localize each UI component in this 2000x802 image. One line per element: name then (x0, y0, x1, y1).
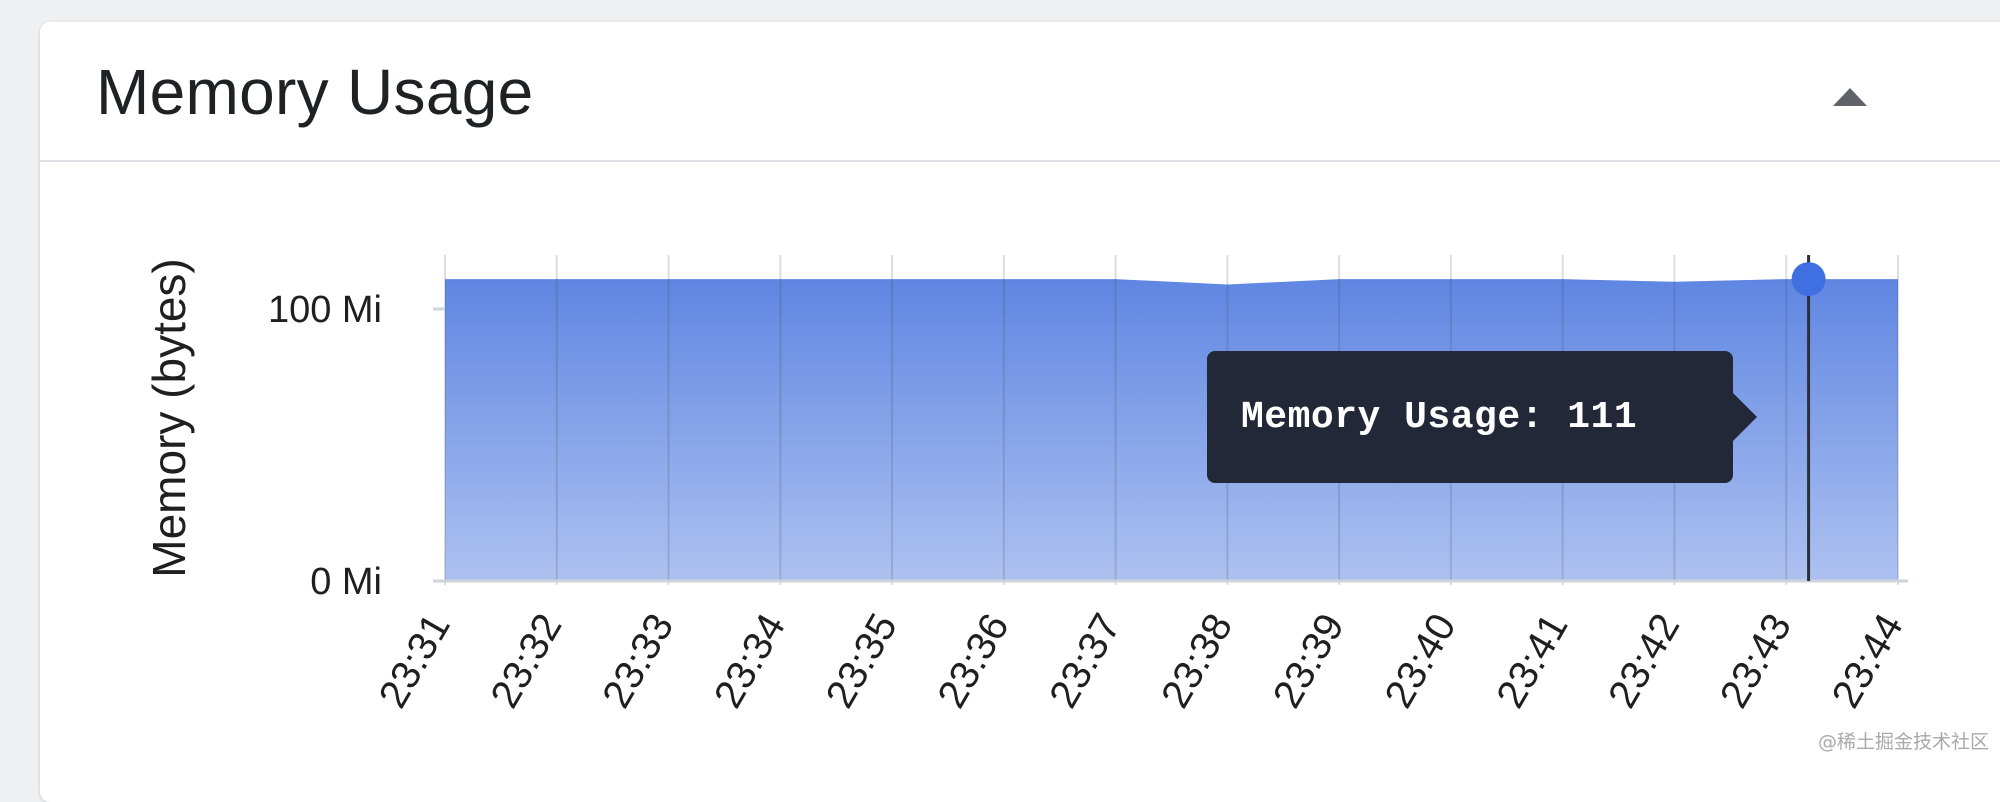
tooltip-arrow (1733, 393, 1757, 441)
tooltip-text: Memory Usage: 111 (1241, 395, 1638, 439)
caret-up-icon (1833, 88, 1867, 106)
hover-tooltip: Memory Usage: 111 (1207, 351, 1757, 483)
panel-title: Memory Usage (96, 56, 534, 128)
panel-header: Memory Usage (40, 22, 2000, 162)
watermark: @稀土掘金技术社区 (1818, 731, 1990, 753)
collapse-button[interactable] (1820, 72, 1880, 122)
